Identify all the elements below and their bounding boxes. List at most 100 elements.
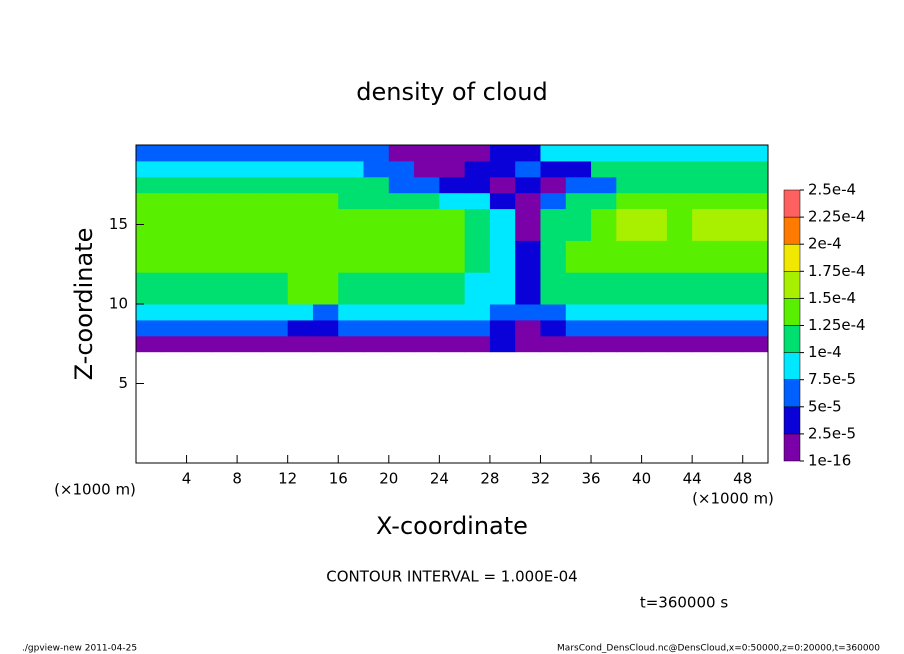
y-tick-label: 5 bbox=[118, 374, 128, 392]
cell bbox=[211, 272, 238, 305]
colorbar-label: 7.5e-5 bbox=[808, 370, 856, 388]
cell bbox=[692, 335, 718, 353]
cell bbox=[742, 335, 769, 353]
cell bbox=[464, 304, 491, 321]
cell bbox=[641, 272, 668, 305]
cell bbox=[388, 304, 415, 321]
x-tick-label: 36 bbox=[581, 470, 600, 488]
cell bbox=[464, 335, 491, 353]
cell bbox=[287, 208, 314, 241]
cell bbox=[388, 240, 415, 273]
cell bbox=[136, 176, 162, 194]
cell bbox=[186, 208, 213, 241]
cell bbox=[616, 240, 643, 273]
cell bbox=[262, 208, 289, 241]
cell bbox=[742, 176, 769, 194]
colorbar-label: 1e-16 bbox=[808, 452, 851, 470]
cell bbox=[489, 272, 516, 305]
cell bbox=[136, 145, 162, 162]
colorbar-label: 2.25e-4 bbox=[808, 208, 866, 226]
cell bbox=[565, 176, 592, 194]
cell bbox=[616, 208, 643, 241]
cell bbox=[237, 208, 263, 241]
cell bbox=[414, 272, 440, 305]
cell bbox=[136, 319, 162, 337]
cell bbox=[338, 240, 365, 273]
cell bbox=[742, 192, 769, 210]
footer: ./gpview-new 2011-04-25 bbox=[22, 644, 137, 654]
cell bbox=[186, 335, 213, 353]
cell bbox=[262, 304, 289, 321]
cell bbox=[414, 176, 440, 194]
cell bbox=[237, 319, 263, 337]
colorbar-label: 2.5e-5 bbox=[808, 424, 856, 442]
cell bbox=[363, 319, 390, 337]
cell bbox=[439, 192, 466, 210]
colorbar-swatch bbox=[783, 325, 801, 353]
cell bbox=[641, 208, 668, 241]
x-axis-label: X-coordinate bbox=[376, 512, 528, 540]
cell bbox=[692, 176, 718, 194]
cell bbox=[742, 160, 769, 178]
cell bbox=[717, 145, 744, 162]
annotation: t=360000 s bbox=[640, 594, 728, 612]
cell bbox=[388, 145, 415, 162]
cell bbox=[136, 304, 162, 321]
cell bbox=[136, 160, 162, 178]
cell bbox=[489, 208, 516, 241]
cell bbox=[666, 160, 693, 178]
cell bbox=[211, 319, 238, 337]
cell bbox=[186, 240, 213, 273]
cell bbox=[439, 240, 466, 273]
cell bbox=[237, 145, 263, 162]
cell bbox=[262, 319, 289, 337]
cell bbox=[616, 335, 643, 353]
cell bbox=[717, 208, 744, 241]
cell bbox=[211, 145, 238, 162]
cell bbox=[515, 335, 541, 353]
cell bbox=[312, 272, 339, 305]
cell bbox=[692, 272, 718, 305]
cell bbox=[338, 335, 365, 353]
cell bbox=[211, 240, 238, 273]
cell bbox=[692, 208, 718, 241]
cell bbox=[641, 240, 668, 273]
cell bbox=[388, 160, 415, 178]
cell bbox=[338, 319, 365, 337]
cell bbox=[312, 160, 339, 178]
cell bbox=[515, 272, 541, 305]
cell bbox=[717, 304, 744, 321]
cell bbox=[742, 145, 769, 162]
cell bbox=[161, 160, 188, 178]
cell bbox=[540, 176, 567, 194]
cell bbox=[616, 160, 643, 178]
cell bbox=[414, 208, 440, 241]
cell bbox=[161, 240, 188, 273]
cell bbox=[641, 145, 668, 162]
cell bbox=[666, 208, 693, 241]
cell bbox=[742, 304, 769, 321]
cell bbox=[363, 208, 390, 241]
cell bbox=[211, 304, 238, 321]
cell bbox=[363, 192, 390, 210]
cell bbox=[464, 272, 491, 305]
cell bbox=[489, 145, 516, 162]
cell bbox=[262, 160, 289, 178]
cell bbox=[565, 304, 592, 321]
cell bbox=[287, 335, 314, 353]
cell bbox=[414, 160, 440, 178]
cell bbox=[489, 176, 516, 194]
cell bbox=[237, 160, 263, 178]
cell bbox=[565, 319, 592, 337]
footer: MarsCond_DensCloud.nc@DensCloud,x=0:5000… bbox=[557, 644, 880, 654]
cell bbox=[439, 176, 466, 194]
cell bbox=[439, 335, 466, 353]
colorbar-swatch bbox=[783, 271, 801, 299]
cell bbox=[211, 335, 238, 353]
colorbar-swatch bbox=[783, 406, 801, 435]
cell bbox=[211, 160, 238, 178]
cell bbox=[692, 240, 718, 273]
cell bbox=[136, 335, 162, 353]
cell bbox=[742, 240, 769, 273]
cell bbox=[186, 272, 213, 305]
